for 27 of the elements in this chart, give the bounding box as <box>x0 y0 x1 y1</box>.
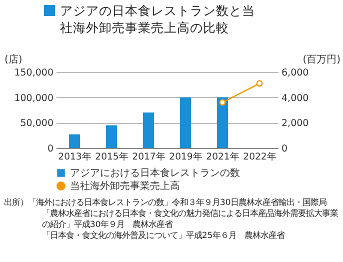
y2-tick-label: 6,000 <box>282 68 309 78</box>
y2-tick-label: 4,000 <box>282 92 309 104</box>
x-tick-label: 2021年 <box>206 152 239 162</box>
x-tick-label: 2013年 <box>58 152 91 162</box>
y-tick-label: 50,000 <box>20 118 54 130</box>
legend-label: 当社海外卸売事業売上高 <box>70 180 180 192</box>
y-tick-label: 100,000 <box>14 92 54 104</box>
x-tick-label: 2015年 <box>95 152 128 162</box>
y-tick-label: 150,000 <box>14 68 54 78</box>
legend-label: アジアにおける日本食レストランの数 <box>70 167 240 179</box>
chart-title: アジアの日本食レストラン数と当社海外卸売事業売上高の比較 <box>60 2 256 36</box>
bar <box>216 97 228 148</box>
text: 出所）「海外における日本食レストランの数」令和３年９月30日農林水産省輸出・国際局 <box>4 197 328 208</box>
text: 「日本食・食文化の海外普及について」平成25年６月 農林水産省 <box>41 230 286 241</box>
x-tick-label: 2017年 <box>132 152 165 162</box>
y-tick-label: 0 <box>47 144 54 154</box>
y-axis-title: (店) <box>4 54 22 66</box>
bar <box>180 97 192 148</box>
x-tick-label: 2022年 <box>243 152 276 162</box>
bar <box>142 112 154 148</box>
y2-axis-title: (百万円) <box>302 54 341 66</box>
x-tick-label: 2019年 <box>169 152 202 162</box>
bar <box>106 125 118 148</box>
y2-tick-label: 2,000 <box>282 118 309 130</box>
bar <box>68 134 80 148</box>
y2-tick-label: 0 <box>282 144 288 154</box>
text: 「農林水産省における日本食・食文化の魅力発信による日本産品海外需要拡大事業の紹介」平成30年９月 農林水産省 <box>41 208 339 230</box>
